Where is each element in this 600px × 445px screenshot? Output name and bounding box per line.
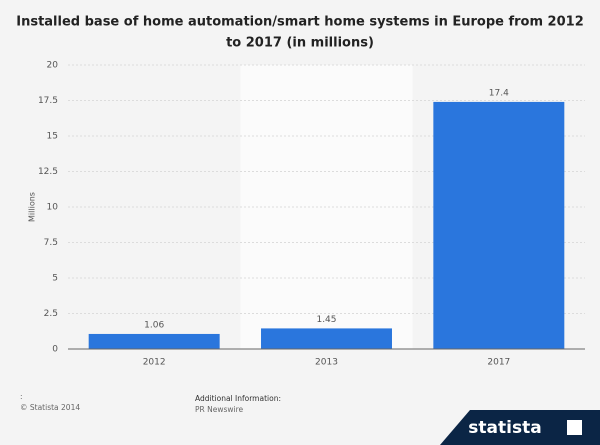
- y-axis-label: Millions: [28, 192, 37, 222]
- info-source: PR Newswire: [195, 405, 244, 414]
- logo-text: statista: [468, 418, 541, 438]
- bar: [88, 333, 220, 349]
- copyright: © Statista 2014: [20, 403, 80, 412]
- footer-colon: :: [20, 392, 23, 401]
- y-tick-label: 2.5: [44, 309, 58, 319]
- y-tick-label: 0: [52, 345, 58, 355]
- x-tick-label: 2013: [315, 358, 338, 368]
- bar: [261, 328, 392, 349]
- logo-background: [440, 410, 600, 445]
- y-tick-label: 15: [47, 132, 58, 142]
- y-tick-label: 12.5: [38, 167, 58, 177]
- y-tick-label: 20: [47, 61, 59, 71]
- y-tick-label: 5: [52, 274, 58, 284]
- data-label: 1.45: [316, 315, 336, 325]
- y-tick-label: 7.5: [44, 238, 58, 248]
- chart-title: Installed base of home automation/smart …: [16, 15, 584, 30]
- logo-icon: [567, 420, 582, 435]
- data-label: 17.4: [489, 88, 509, 98]
- x-tick-label: 2017: [487, 358, 510, 368]
- x-tick-label: 2012: [143, 358, 166, 368]
- chart-title: to 2017 (in millions): [226, 36, 374, 51]
- highlight-band: [240, 65, 413, 349]
- bar: [433, 101, 565, 349]
- data-label: 1.06: [144, 320, 164, 330]
- y-tick-label: 17.5: [38, 96, 58, 106]
- info-title: Additional Information:: [195, 394, 281, 403]
- y-tick-label: 10: [47, 203, 59, 213]
